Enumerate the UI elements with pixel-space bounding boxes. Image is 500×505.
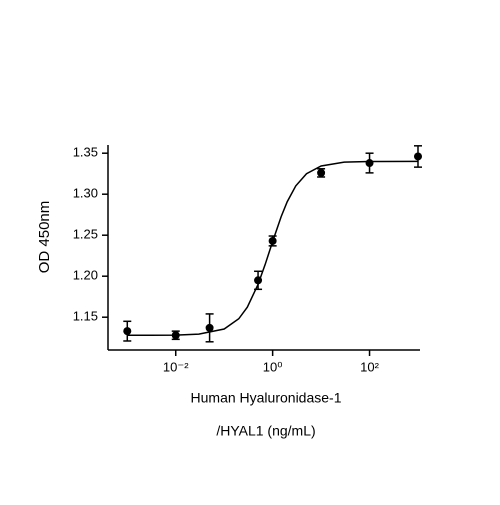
y-tick-label: 1.20: [73, 268, 98, 283]
data-point: [317, 168, 326, 177]
y-tick-label: 1.25: [73, 227, 98, 242]
data-point: [205, 323, 214, 332]
data-point: [413, 152, 422, 161]
x-tick-label: 10⁻²: [163, 359, 189, 374]
x-axis-label: Human Hyaluronidase-1: [191, 390, 342, 406]
data-point: [171, 331, 180, 340]
y-tick-label: 1.35: [73, 145, 98, 160]
x-tick-label: 10⁰: [263, 359, 283, 374]
data-point: [365, 159, 374, 168]
data-point: [268, 236, 277, 245]
fit-curve: [127, 160, 418, 336]
x-axis-label: /HYAL1 (ng/mL): [216, 423, 315, 439]
y-tick-label: 1.30: [73, 186, 98, 201]
y-axis-label: OD 450nm: [36, 201, 53, 274]
y-tick-label: 1.15: [73, 309, 98, 324]
x-tick-label: 10²: [360, 359, 379, 374]
data-point: [254, 276, 263, 285]
data-point: [123, 327, 132, 336]
